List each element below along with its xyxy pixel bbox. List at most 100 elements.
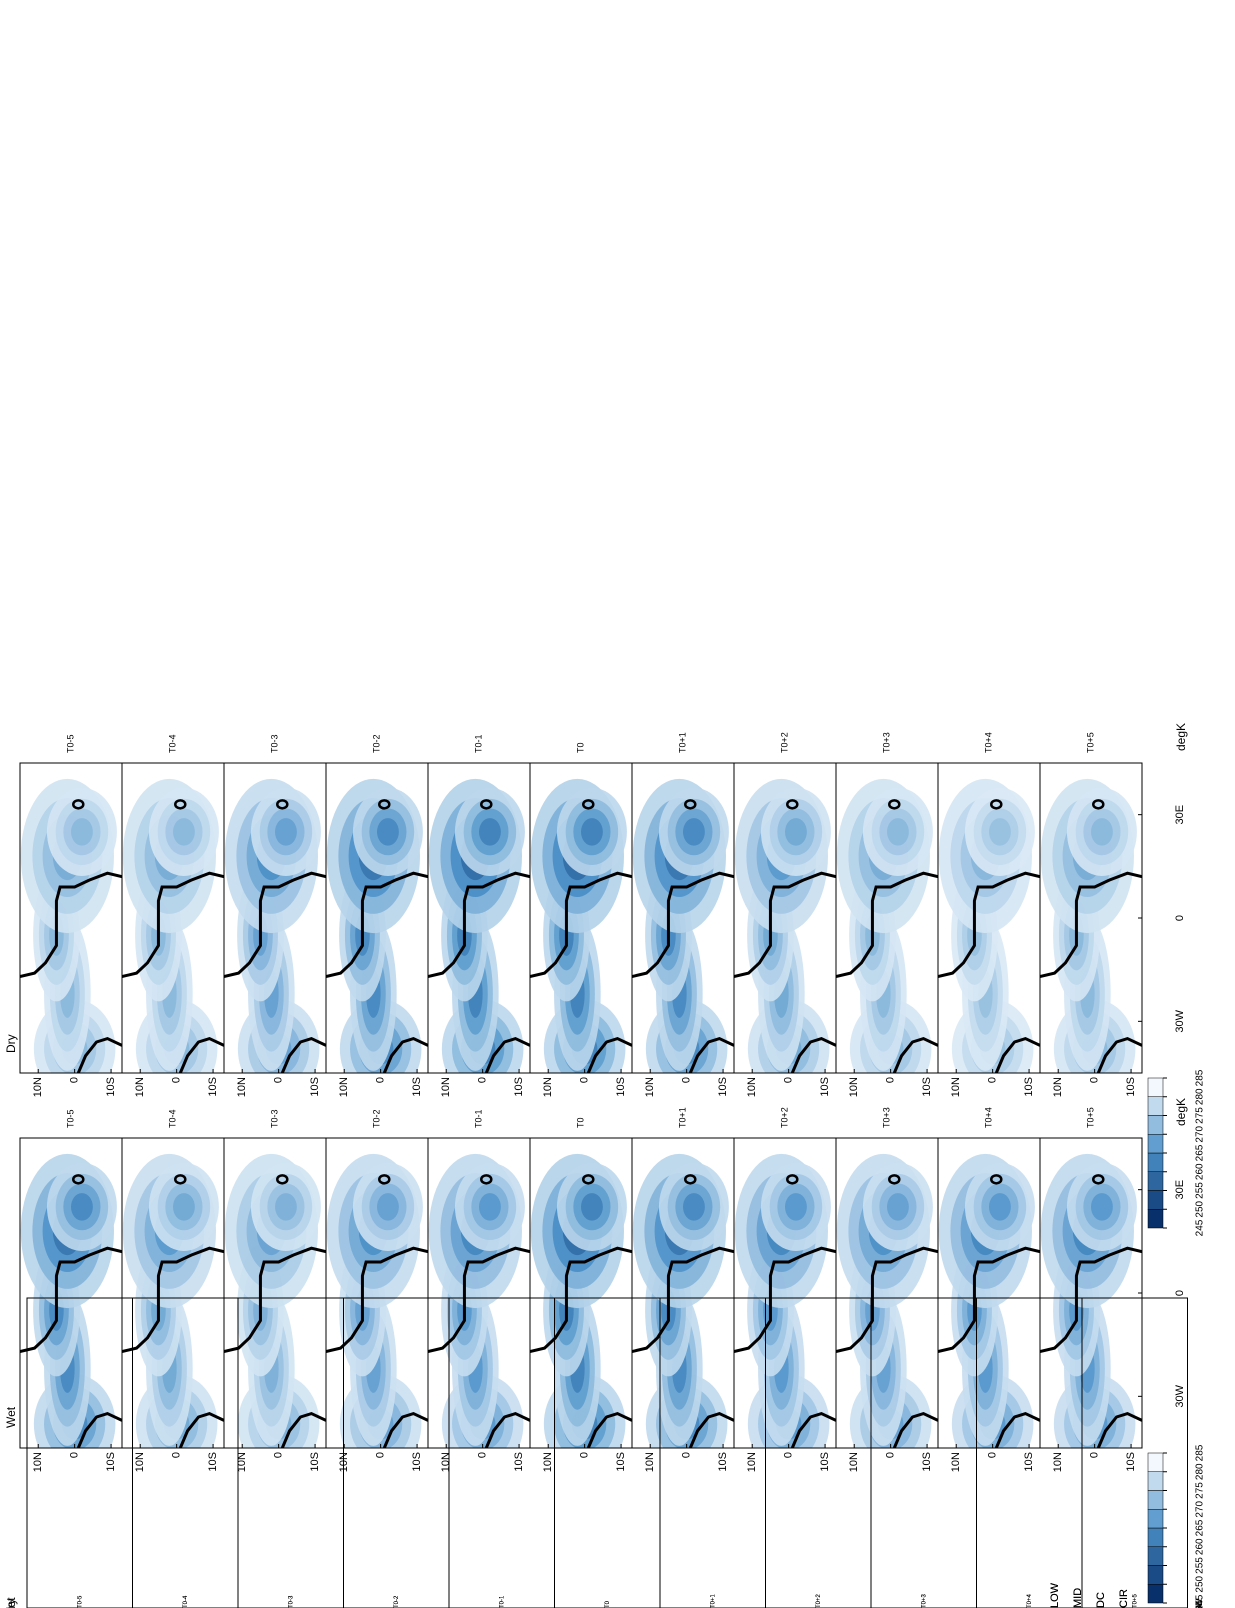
- coastline: [994, 1411, 1040, 1448]
- lake: [888, 799, 901, 810]
- coastline: [734, 871, 836, 979]
- cloud-contour: [173, 818, 195, 846]
- map-field: [20, 778, 122, 1073]
- coastline: [1096, 1411, 1142, 1448]
- lake: [174, 799, 187, 810]
- y-tick-label: 10S: [309, 1452, 321, 1472]
- panel-label: T0-2: [394, 1595, 400, 1608]
- x-tick-label: 0: [1174, 915, 1186, 921]
- lake: [990, 799, 1003, 810]
- panel-label: T0-3: [269, 734, 279, 753]
- y-tick-label: 10N: [848, 1452, 860, 1472]
- coastline: [428, 871, 530, 979]
- colorbar-label: 255: [1195, 1557, 1206, 1574]
- colorbar-label: 260: [1195, 1538, 1206, 1555]
- panel-label: T0: [575, 1117, 585, 1128]
- map-field: [632, 778, 734, 1073]
- panel-label: T0+4: [983, 1107, 993, 1128]
- map-field: [1040, 778, 1142, 1073]
- y-tick-label: 0: [171, 1077, 183, 1083]
- panel-label: T0+3: [921, 1593, 927, 1608]
- y-tick-label: 0: [273, 1452, 285, 1458]
- x-tick-label: 30E: [1174, 805, 1186, 825]
- colorbar-swatch: [1147, 1152, 1164, 1172]
- map-panel: [530, 778, 632, 1073]
- x-tick-label: 45E: [1194, 1600, 1204, 1608]
- map-field: [530, 778, 632, 1073]
- panel-label: T0-5: [65, 1109, 75, 1128]
- coastline: [122, 871, 224, 979]
- map-panel: [428, 778, 530, 1073]
- panel-label: T0-1: [473, 1109, 483, 1128]
- map-field: [734, 1153, 836, 1448]
- y-tick-label: 10S: [717, 1077, 729, 1097]
- coastline: [688, 1411, 734, 1448]
- colorbar-label: 250: [1195, 1575, 1206, 1592]
- y-tick-label: 0: [477, 1452, 489, 1458]
- coastline: [326, 871, 428, 979]
- y-tick-label: 0: [69, 1452, 81, 1458]
- panel-label: T0-5: [77, 1595, 83, 1608]
- y-tick-label: 0: [783, 1077, 795, 1083]
- y-tick-label: 10S: [411, 1077, 423, 1097]
- panel-label: T0+2: [816, 1593, 822, 1608]
- y-tick-label: 10S: [513, 1077, 525, 1097]
- colorbar-label: 285: [1195, 1069, 1206, 1086]
- coastline: [382, 1411, 428, 1448]
- colorbar-swatch: [1147, 1490, 1164, 1510]
- coastline: [586, 1411, 632, 1448]
- x-tick-label: 30E: [1174, 1180, 1186, 1200]
- map-field: [122, 1153, 224, 1448]
- lake: [990, 1174, 1003, 1185]
- y-tick-label: 10N: [134, 1077, 146, 1097]
- colorbar-swatch: [1147, 1096, 1164, 1116]
- coastline: [994, 1036, 1040, 1073]
- y-tick-label: 0: [885, 1452, 897, 1458]
- map-field: [938, 778, 1040, 1073]
- map-field: [20, 1153, 122, 1448]
- y-tick-label: 10S: [513, 1452, 525, 1472]
- colorbar-swatch: [1147, 1209, 1164, 1229]
- x-tick-label: 30W: [1174, 1384, 1186, 1407]
- lake: [378, 1174, 391, 1185]
- panel-label: T0-4: [183, 1595, 189, 1608]
- coastline: [892, 1411, 938, 1448]
- coastline: [1040, 871, 1142, 979]
- coastline: [530, 871, 632, 979]
- coastline: [280, 1411, 326, 1448]
- y-tick-label: 10S: [105, 1077, 117, 1097]
- cloud-contour: [887, 818, 909, 846]
- y-tick-label: 0: [681, 1452, 693, 1458]
- y-tick-label: 0: [69, 1077, 81, 1083]
- coastline: [178, 1036, 224, 1073]
- legend-label: MID: [1072, 1588, 1084, 1608]
- lake: [888, 1174, 901, 1185]
- y-tick-label: 10S: [207, 1452, 219, 1472]
- y-tick-label: 10N: [1052, 1452, 1064, 1472]
- y-tick-label: 10N: [338, 1077, 350, 1097]
- coastline: [20, 871, 122, 979]
- coastline: [1096, 1036, 1142, 1073]
- cloud-contour: [887, 1193, 909, 1221]
- y-tick-label: 10S: [105, 1452, 117, 1472]
- cloud-contour: [989, 1193, 1011, 1221]
- y-tick-label: 0: [579, 1452, 591, 1458]
- y-tick-label: 10S: [1023, 1077, 1035, 1097]
- coastline: [632, 871, 734, 979]
- coastline: [734, 1246, 836, 1354]
- y-tick-label: 10S: [921, 1077, 933, 1097]
- cloud-contour: [71, 818, 93, 846]
- panel-label: T0+3: [921, 1593, 927, 1608]
- cloud-contour: [785, 1193, 807, 1221]
- cloud-contour: [1091, 1193, 1113, 1221]
- panel-label: T0-2: [394, 1595, 400, 1608]
- panel-label: T0-5: [77, 1595, 83, 1608]
- panel-label: T0-4: [167, 734, 177, 753]
- panel-label: T0+4: [983, 732, 993, 753]
- y-tick-label: 10S: [819, 1077, 831, 1097]
- y-tick-label: 10N: [950, 1077, 962, 1097]
- colorbar-swatch: [1147, 1584, 1164, 1604]
- colorbar-label: 275: [1195, 1107, 1206, 1124]
- cloud-contour: [581, 1193, 603, 1221]
